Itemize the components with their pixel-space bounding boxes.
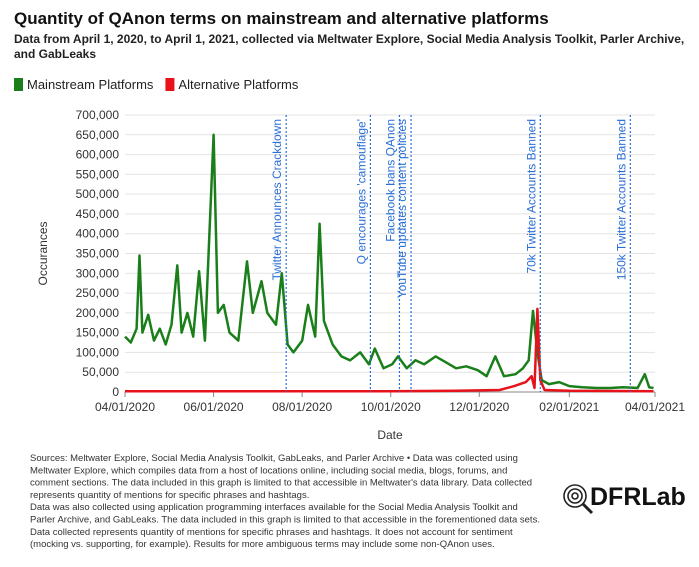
y-tick-label: 600,000	[76, 148, 120, 162]
y-tick-label: 200,000	[76, 306, 120, 320]
legend-label: Mainstream Platforms	[27, 77, 154, 92]
source-note: represents quantity of mentions for spec…	[30, 490, 309, 501]
x-tick-label: 08/01/2020	[272, 400, 332, 414]
logo-icon	[563, 484, 594, 515]
source-note: comment sections. The data included in t…	[30, 478, 532, 489]
y-tick-label: 50,000	[82, 365, 119, 379]
annotation-label: YouTube updates content policies	[395, 119, 409, 298]
x-tick-label: 04/01/2020	[95, 400, 155, 414]
y-tick-label: 700,000	[76, 108, 120, 122]
x-tick-label: 04/01/2021	[625, 400, 685, 414]
logo: DFRLab	[590, 483, 686, 511]
x-axis-label: Date	[377, 428, 403, 442]
series-line	[125, 307, 654, 393]
y-tick-label: 650,000	[76, 128, 120, 142]
y-tick-label: 0	[112, 385, 119, 399]
source-note: Parler Archive, and GabLeaks. The data i…	[30, 515, 540, 526]
legend-swatch	[165, 78, 175, 91]
legend-swatch	[14, 78, 23, 91]
y-tick-label: 250,000	[76, 286, 120, 300]
y-tick-label: 150,000	[76, 326, 120, 340]
y-tick-label: 350,000	[76, 247, 120, 261]
x-tick-label: 12/01/2020	[449, 400, 509, 414]
subtitle: and GabLeaks	[14, 47, 96, 61]
y-tick-label: 450,000	[76, 207, 120, 221]
y-axis-label: Occurances	[36, 221, 50, 285]
annotation-label: Facebook bans QAnon	[383, 119, 397, 242]
chart-title: Quantity of QAnon terms on mainstream an…	[14, 9, 549, 28]
y-tick-label: 400,000	[76, 227, 120, 241]
annotation-label: 70k Twitter Accounts Banned	[524, 119, 538, 274]
source-note: Data was also collected using applicatio…	[30, 502, 518, 513]
legend-label: Alternative Platforms	[178, 77, 298, 92]
source-note: (mocking vs. supporting, for example). R…	[30, 539, 495, 550]
source-note: Data collected represents quantity of me…	[30, 527, 513, 538]
y-tick-label: 550,000	[76, 167, 120, 181]
annotation-label: Q encourages 'camouflage'	[354, 119, 368, 264]
y-tick-label: 300,000	[76, 266, 120, 280]
x-tick-label: 06/01/2020	[184, 400, 244, 414]
y-tick-label: 100,000	[76, 345, 120, 359]
subtitle: Data from April 1, 2020, to April 1, 202…	[14, 32, 684, 46]
source-note: Meltwater Explore, which compiles data f…	[30, 465, 507, 476]
annotation-label: 150k Twitter Accounts Banned	[614, 119, 628, 280]
annotation-label: Twitter Announces Crackdown	[270, 119, 284, 280]
x-tick-label: 10/01/2020	[361, 400, 421, 414]
y-tick-label: 500,000	[76, 187, 120, 201]
x-tick-label: 02/01/2021	[539, 400, 599, 414]
source-note: Sources: Meltwater Explore, Social Media…	[30, 453, 518, 464]
